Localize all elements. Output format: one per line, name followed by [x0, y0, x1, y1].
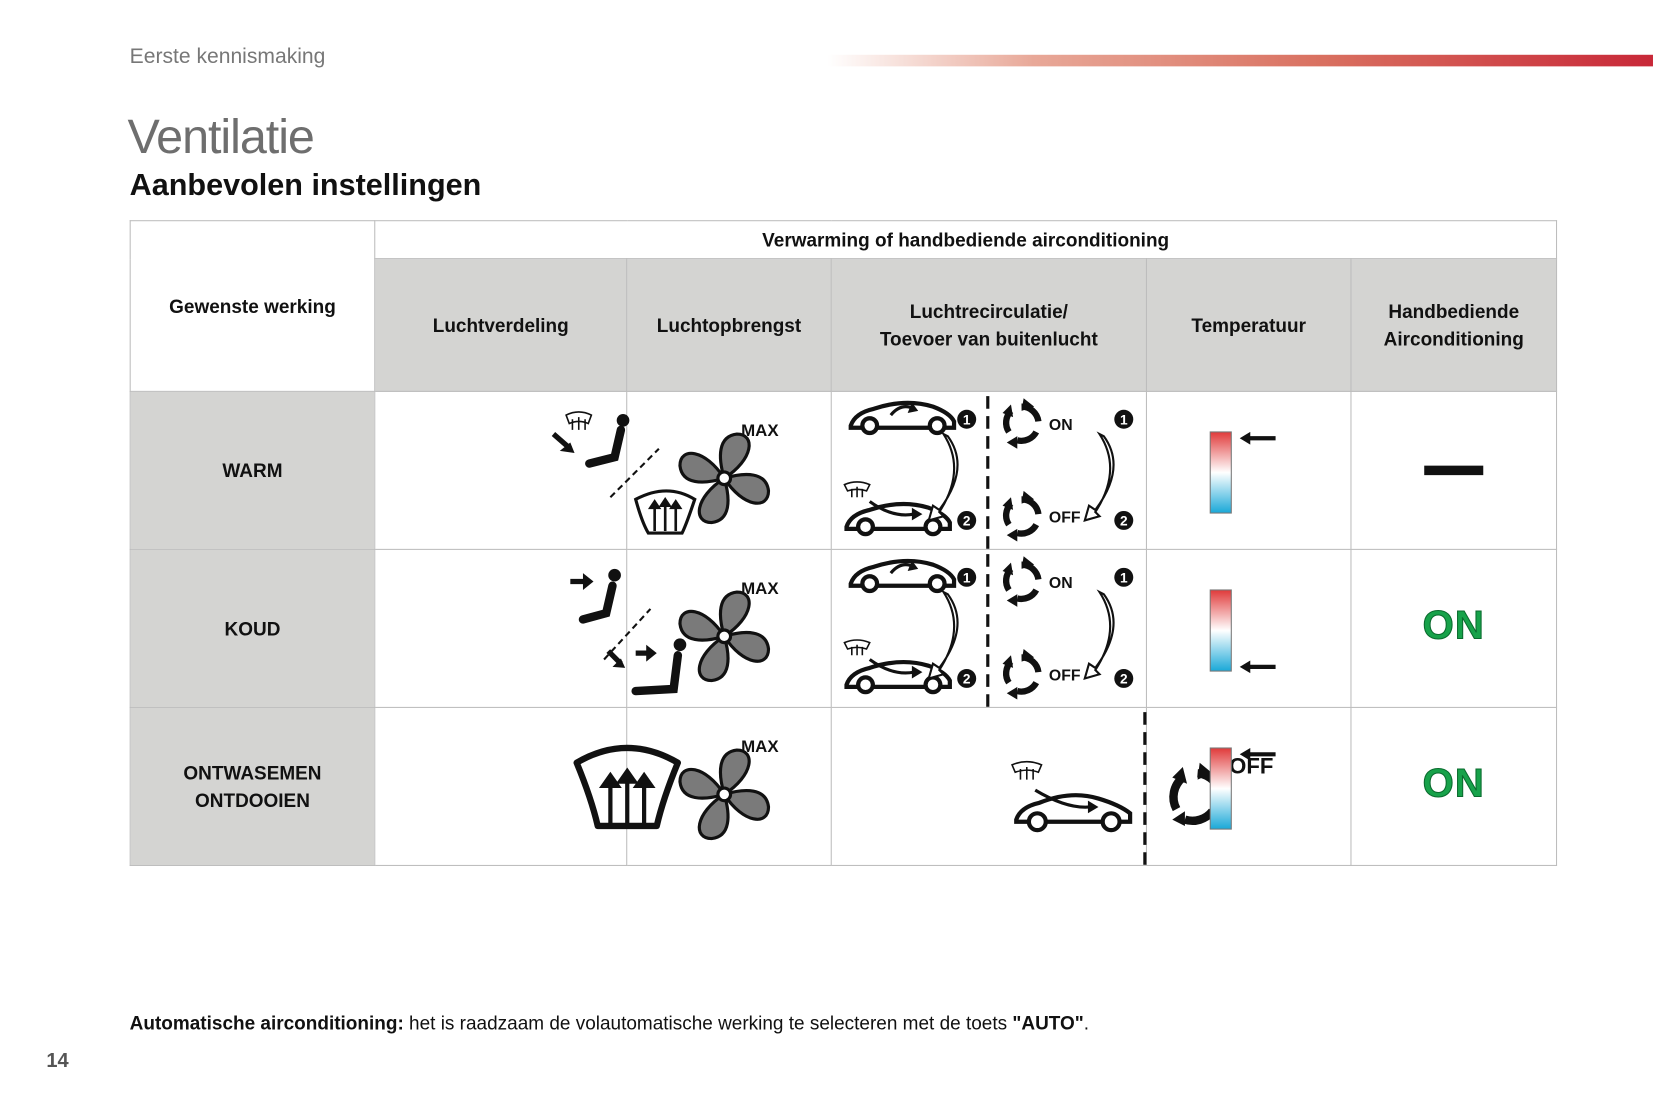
recirculation-off-icon — [1002, 648, 1042, 700]
header-desired-operation: Gewenste werking — [129, 220, 376, 392]
table-row: WARM MAX — [129, 390, 1558, 550]
footnote-key: "AUTO" — [1012, 1012, 1084, 1034]
recirc-off-label: OFF — [1229, 753, 1273, 778]
fan-max-icon: MAX — [678, 579, 779, 683]
footnote-bold: Automatische airconditioning: — [129, 1012, 404, 1034]
step-1-badge: 1 — [1114, 567, 1134, 587]
footnote: Automatische airconditioning: het is raa… — [130, 1012, 1089, 1034]
page-subtitle: Aanbevolen instellingen — [129, 168, 482, 203]
recirc-off-label: OFF — [1049, 510, 1081, 527]
recirc-on-label: ON — [1049, 417, 1073, 434]
header-gradient-bar — [827, 54, 1653, 67]
air-distribution-feet-windscreen-icon — [551, 411, 697, 535]
table-row: ONTWASEMEN ONTDOOIEN MAX — [129, 706, 1558, 866]
row-label: WARM — [129, 390, 376, 550]
step-1-badge: 1 — [957, 409, 977, 429]
svg-text:1: 1 — [963, 571, 971, 586]
table-row: KOUD MAX — [129, 548, 1558, 708]
page-title: Ventilatie — [127, 108, 315, 164]
arrow-left-icon — [1239, 431, 1276, 445]
header-air-distribution: Luchtverdeling — [374, 258, 628, 392]
svg-text:1: 1 — [1120, 571, 1128, 586]
header-recirculation-line2: Toevoer van buitenlucht — [879, 328, 1098, 350]
header-manual-ac: Handbediende Airconditioning — [1350, 258, 1558, 392]
recirc-off-label: OFF — [1049, 668, 1081, 685]
page-number: 14 — [46, 1050, 69, 1073]
svg-text:2: 2 — [1120, 514, 1128, 529]
step-2-badge: 2 — [957, 668, 977, 688]
arrow-left-icon — [1239, 660, 1276, 674]
step-2-badge: 2 — [1114, 668, 1134, 688]
fan-max-label: MAX — [741, 737, 779, 756]
car-recirculation-icon — [848, 558, 957, 594]
row-label: KOUD — [129, 548, 376, 708]
header-recirculation-line1: Luchtrecirculatie/ — [909, 300, 1068, 322]
row-label-line1: ONTWASEMEN — [183, 762, 322, 784]
recirc-on-label: ON — [1049, 575, 1073, 592]
svg-text:2: 2 — [1120, 672, 1128, 687]
step-1-badge: 1 — [1114, 409, 1134, 429]
step-2-badge: 2 — [957, 510, 977, 530]
ac-off-dash — [1350, 390, 1558, 550]
recirculation-sequence-icon: 1 2 1 2 ON OFF — [843, 554, 1134, 707]
header-air-flow: Luchtopbrengst — [626, 258, 832, 392]
svg-text:2: 2 — [963, 672, 971, 687]
header-temperature: Temperatuur — [1145, 258, 1352, 392]
step-2-badge: 2 — [1114, 510, 1134, 530]
footnote-end: . — [1083, 1012, 1090, 1034]
header-recirculation: Luchtrecirculatie/Toevoer van buitenluch… — [830, 258, 1147, 392]
footnote-text: het is raadzaam de volautomatische werki… — [403, 1012, 1013, 1034]
ac-on-label: ON — [1422, 603, 1485, 648]
header-manual-ac-line1: Handbediende — [1388, 300, 1520, 322]
recirculation-off-icon — [1002, 490, 1042, 542]
fan-max-label: MAX — [741, 421, 779, 440]
ac-on-label: ON — [1422, 761, 1485, 806]
temperature-scale-icon — [1209, 589, 1276, 674]
car-fresh-air-icon — [843, 481, 952, 537]
header-manual-ac-line2: Airconditioning — [1383, 328, 1524, 350]
section-title: Eerste kennismaking — [129, 45, 326, 69]
air-distribution-face-feet-icon — [570, 568, 687, 696]
recirculation-on-icon — [1002, 398, 1042, 449]
header-group: Verwarming of handbediende airconditioni… — [374, 220, 1558, 260]
svg-text:2: 2 — [963, 514, 971, 529]
temperature-scale-icon — [1209, 431, 1276, 514]
recirculation-on-icon — [1002, 556, 1042, 607]
fan-max-icon: MAX — [678, 421, 779, 525]
settings-table: Gewenste werking Verwarming of handbedie… — [129, 220, 1558, 866]
fan-max-label: MAX — [741, 579, 779, 598]
recirculation-sequence-icon: 1 2 1 2 ON OFF — [843, 396, 1134, 549]
row-label-line2: ONTDOOIEN — [195, 789, 310, 811]
fan-max-icon: MAX — [678, 737, 779, 841]
windscreen-demist-icon — [573, 744, 682, 830]
car-recirculation-icon — [848, 400, 957, 436]
step-1-badge: 1 — [957, 567, 977, 587]
svg-text:1: 1 — [1120, 413, 1128, 428]
temperature-scale-icon — [1209, 747, 1276, 830]
arrow-left-icon — [1239, 747, 1276, 761]
svg-text:1: 1 — [963, 413, 971, 428]
row-label: ONTWASEMEN ONTDOOIEN — [129, 706, 376, 866]
